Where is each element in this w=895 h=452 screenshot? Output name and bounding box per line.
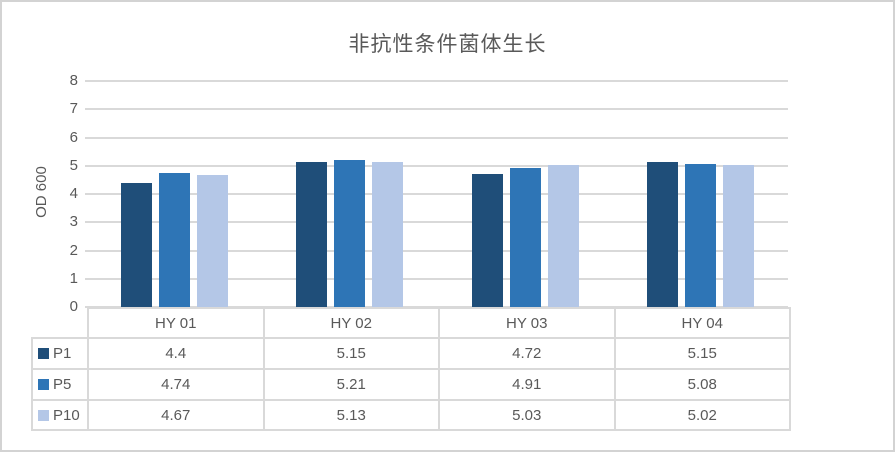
category-header-HY-04: HY 04 bbox=[613, 307, 791, 339]
legend-swatch-P10 bbox=[38, 409, 49, 421]
value-cell-P1-HY-01: 4.4 bbox=[87, 337, 265, 370]
y-tick-label-6: 6 bbox=[69, 128, 78, 146]
gridline-y-8 bbox=[85, 80, 788, 82]
y-tick-label-4: 4 bbox=[69, 185, 78, 202]
gridline-y-5 bbox=[85, 164, 788, 167]
bar-P10-HY-03[interactable] bbox=[547, 164, 579, 307]
bar-P1-HY-04[interactable] bbox=[646, 161, 678, 307]
value-cell-P5-HY-03: 4.91 bbox=[438, 368, 616, 401]
table-header-row: HY 01 HY 02 HY 03 HY 04 bbox=[32, 307, 791, 339]
value-cell-P10-HY-04: 5.02 bbox=[613, 399, 791, 431]
legend-swatch-P1 bbox=[38, 348, 49, 359]
chart-title[interactable]: 非抗性条件菌体生长 bbox=[348, 33, 547, 56]
gridline-y-1 bbox=[85, 277, 788, 280]
bar-P1-HY-01[interactable] bbox=[121, 182, 153, 307]
bar-P10-HY-02[interactable] bbox=[372, 162, 404, 307]
table-corner-blank bbox=[32, 308, 88, 338]
table-row-P5: P5 4.74 5.21 4.91 5.08 bbox=[31, 368, 791, 401]
legend-cell-P5: P5 bbox=[31, 368, 89, 401]
value-cell-P5-HY-04: 5.08 bbox=[613, 368, 791, 401]
table-row-P10: P10 4.67 5.13 5.03 5.02 bbox=[31, 399, 791, 431]
gridline-y-0 bbox=[85, 306, 788, 308]
gridline-y-7 bbox=[85, 108, 788, 111]
legend-label-P5: P5 bbox=[53, 376, 72, 393]
value-cell-P1-HY-03: 4.72 bbox=[438, 337, 616, 370]
y-tick-label-5: 5 bbox=[69, 156, 78, 174]
y-tick-label-1: 1 bbox=[69, 269, 78, 287]
value-cell-P10-HY-01: 4.67 bbox=[87, 399, 265, 431]
gridline-y-3 bbox=[85, 221, 788, 224]
bar-P5-HY-02[interactable] bbox=[334, 159, 366, 307]
legend-label-P1: P1 bbox=[53, 345, 72, 362]
gridline-y-2 bbox=[85, 249, 788, 252]
y-tick-label-3: 3 bbox=[69, 213, 78, 231]
legend-label-P10: P10 bbox=[53, 406, 80, 424]
bar-P5-HY-01[interactable] bbox=[159, 173, 191, 307]
plot-area[interactable] bbox=[85, 80, 788, 308]
value-cell-P10-HY-03: 5.03 bbox=[438, 399, 616, 431]
bar-P1-HY-03[interactable] bbox=[471, 173, 503, 307]
category-header-HY-02: HY 02 bbox=[262, 307, 440, 339]
legend-swatch-P5 bbox=[38, 379, 49, 390]
value-cell-P5-HY-01: 4.74 bbox=[87, 368, 265, 401]
value-cell-P5-HY-02: 5.21 bbox=[262, 368, 440, 401]
category-header-HY-03: HY 03 bbox=[438, 307, 616, 339]
value-cell-P1-HY-04: 5.15 bbox=[613, 337, 791, 370]
y-tick-label-8: 8 bbox=[69, 72, 78, 89]
y-tick-label-0: 0 bbox=[69, 298, 78, 315]
gridline-y-4 bbox=[85, 193, 788, 195]
value-cell-P1-HY-02: 5.15 bbox=[262, 337, 440, 370]
legend-cell-P1: P1 bbox=[31, 337, 89, 370]
bar-P10-HY-04[interactable] bbox=[722, 165, 754, 307]
bar-P10-HY-01[interactable] bbox=[197, 175, 229, 307]
legend-cell-P10: P10 bbox=[31, 399, 89, 431]
bar-P5-HY-04[interactable] bbox=[684, 163, 716, 307]
category-header-HY-01: HY 01 bbox=[87, 307, 265, 339]
y-tick-label-7: 7 bbox=[69, 100, 78, 118]
y-tick-label-2: 2 bbox=[69, 241, 78, 259]
bar-P5-HY-03[interactable] bbox=[509, 168, 541, 307]
value-cell-P10-HY-02: 5.13 bbox=[262, 399, 440, 431]
chart-data-table: HY 01 HY 02 HY 03 HY 04 P1 4.4 5.15 4.72 5.15 P5 4… bbox=[31, 307, 791, 431]
bar-P1-HY-02[interactable] bbox=[296, 161, 328, 307]
gridline-y-6 bbox=[85, 136, 788, 139]
table-row-P1: P1 4.4 5.15 4.72 5.15 bbox=[31, 337, 791, 370]
